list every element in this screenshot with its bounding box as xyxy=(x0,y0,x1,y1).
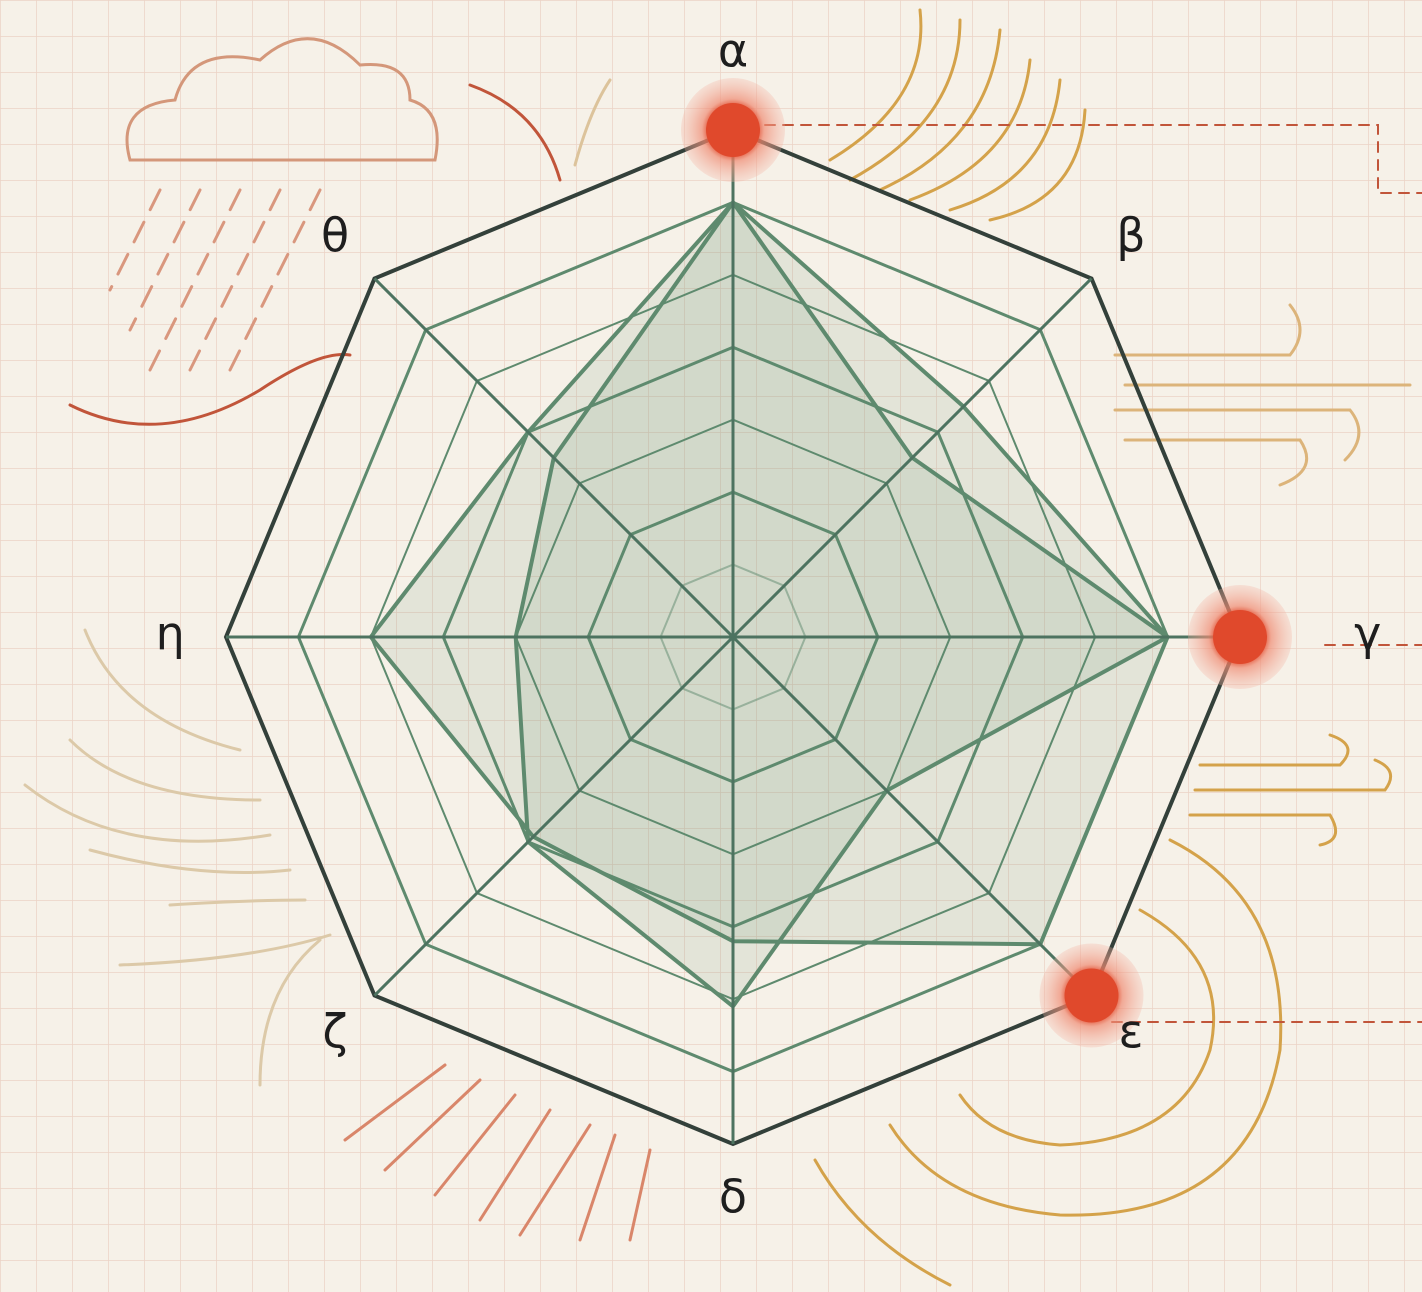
axis-label: η xyxy=(156,607,185,661)
axis-label: δ xyxy=(719,1169,747,1223)
highlight-dot xyxy=(1065,969,1119,1023)
axis-label: β xyxy=(1116,209,1145,263)
axis-label: α xyxy=(718,24,748,78)
highlight-dot xyxy=(1213,610,1267,664)
chart: α β γ ε δ ζ η θ xyxy=(0,0,1422,1292)
highlight-dot xyxy=(706,103,760,157)
axis-label: ε xyxy=(1119,1004,1144,1058)
page: αβγεδζηθ (() => { const data = JSON.pars… xyxy=(0,0,1422,1292)
axis-label: θ xyxy=(321,209,349,263)
axis-label: ζ xyxy=(323,1004,348,1058)
axis-label: γ xyxy=(1354,607,1381,661)
